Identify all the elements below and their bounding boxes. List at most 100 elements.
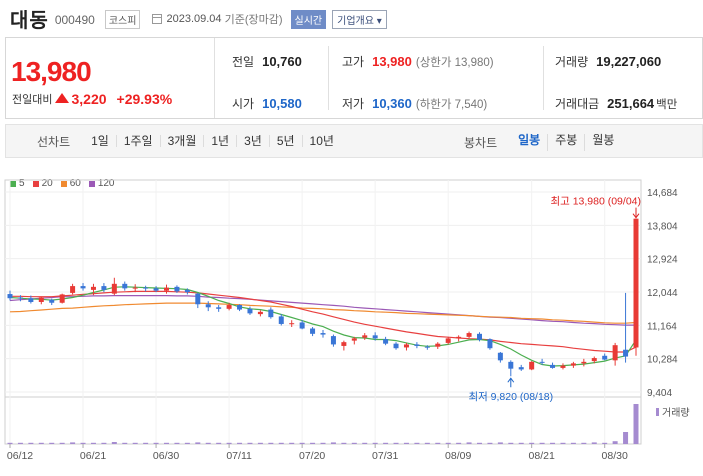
candle-body <box>174 286 180 292</box>
ma-legend: 5 20 60 120 <box>10 178 123 189</box>
volume-bar <box>289 442 295 444</box>
y-tick-label: 12,044 <box>647 288 678 299</box>
high-value: 13,980 <box>372 54 412 69</box>
candle-body <box>362 335 368 338</box>
volume-bar <box>122 442 128 444</box>
candle-body <box>278 316 284 324</box>
change-value: 3,220 <box>71 91 107 107</box>
volume-bar <box>508 442 514 444</box>
candle-body <box>320 333 326 335</box>
candle-body <box>101 286 107 290</box>
volume-bar <box>581 442 587 444</box>
candle-body <box>456 336 462 339</box>
legend-ma5: 5 <box>10 178 25 189</box>
candle-body <box>550 364 556 368</box>
ma20-line <box>10 290 637 353</box>
volume-bar <box>28 442 34 444</box>
volume-bar <box>299 442 305 444</box>
corp-info-dropdown[interactable]: 기업개요 ▾ <box>332 9 387 29</box>
y-tick-label: 12,924 <box>647 255 678 266</box>
period-5y[interactable]: 5년 <box>268 135 302 147</box>
volume-value: 19,227,060 <box>596 54 662 69</box>
period-1y[interactable]: 1년 <box>203 135 236 147</box>
candle-body <box>216 307 222 309</box>
candle-weekly[interactable]: 주봉 <box>547 134 584 151</box>
lower-limit: (하한가 7,540) <box>415 99 488 111</box>
candle-body <box>70 286 76 293</box>
volume-bar <box>529 442 535 444</box>
y-tick-label: 14,684 <box>647 188 678 199</box>
x-tick-label: 08/30 <box>602 450 628 462</box>
period-1d[interactable]: 1일 <box>91 134 109 148</box>
candle-body <box>247 308 253 314</box>
volume-legend-swatch <box>656 408 659 416</box>
volume-bar <box>487 442 493 444</box>
candle-monthly[interactable]: 월봉 <box>584 134 621 151</box>
volume-bar <box>362 442 368 444</box>
candle-daily[interactable]: 일봉 <box>518 133 541 147</box>
volume-bar <box>383 442 389 444</box>
y-tick-label: 13,804 <box>647 221 678 232</box>
volume-bar <box>330 442 336 444</box>
volume-bar <box>111 442 117 444</box>
prev-close-label: 전일 <box>232 55 255 69</box>
period-1w[interactable]: 1주일 <box>115 135 160 147</box>
volume-bar <box>153 442 159 444</box>
x-tick-label: 06/21 <box>80 450 106 462</box>
volume-bar <box>226 442 232 444</box>
volume-bar <box>7 442 13 444</box>
volume-bar <box>101 442 107 444</box>
period-3m[interactable]: 3개월 <box>159 135 204 147</box>
candle-body <box>623 349 629 357</box>
candle-body <box>299 322 305 329</box>
candle-body <box>633 218 639 348</box>
low-arrow-head <box>507 377 515 383</box>
candle-body <box>539 361 545 363</box>
candle-body <box>581 361 587 364</box>
candle-body <box>612 345 618 361</box>
candle-body <box>341 342 347 346</box>
up-arrow-icon <box>55 93 70 103</box>
candle-body <box>289 323 295 325</box>
volume: 거래량 19,227,060 <box>555 53 661 70</box>
volume-bar <box>466 442 472 444</box>
volume-bar <box>70 442 76 444</box>
candle-body <box>205 304 211 308</box>
prev-close: 전일 10,760 <box>232 53 302 70</box>
candle-body <box>184 289 190 293</box>
candle-chart-label: 봉차트 <box>464 136 498 150</box>
candle-body <box>80 286 86 289</box>
volume-bar <box>560 442 566 444</box>
candle-body <box>477 333 482 340</box>
amount-value: 251,664 <box>607 96 655 111</box>
candle-body <box>143 287 149 289</box>
legend-ma20: 20 <box>32 178 53 189</box>
period-10y[interactable]: 10년 <box>301 135 341 147</box>
candle-body <box>111 283 117 294</box>
volume-bar <box>268 442 274 444</box>
candle-body <box>122 283 128 289</box>
period-3y[interactable]: 3년 <box>236 135 269 147</box>
date-suffix: 기준(장마감) <box>224 14 283 26</box>
candle-body <box>529 361 535 370</box>
volume-bar <box>49 442 55 444</box>
stock-header: 대동 000490 코스피 2023.09.04 기준(장마감) 실시간 기업개… <box>0 0 703 36</box>
trade-amount: 거래대금 251,664 백만 <box>555 95 677 112</box>
volume-bar <box>341 442 347 444</box>
candle-body <box>59 294 65 303</box>
stock-name: 대동 <box>10 9 49 32</box>
candle-body <box>424 346 430 348</box>
volume-bar <box>310 442 316 444</box>
period-toolbar: 선차트 1일 1주일 3개월 1년 3년 5년 10년 봉차트 일봉 주봉 월봉 <box>5 124 703 158</box>
volume-bar <box>174 442 180 444</box>
candle-body <box>591 358 597 362</box>
candle-options: 봉차트 일봉 주봉 월봉 <box>464 134 621 151</box>
candle-body <box>351 338 357 341</box>
x-tick-label: 07/31 <box>372 450 398 462</box>
realtime-button[interactable]: 실시간 <box>290 9 327 29</box>
volume-bar <box>414 442 420 444</box>
high-label: 고가 <box>342 55 365 69</box>
volume-bar <box>612 441 618 444</box>
volume-bar <box>424 442 430 444</box>
